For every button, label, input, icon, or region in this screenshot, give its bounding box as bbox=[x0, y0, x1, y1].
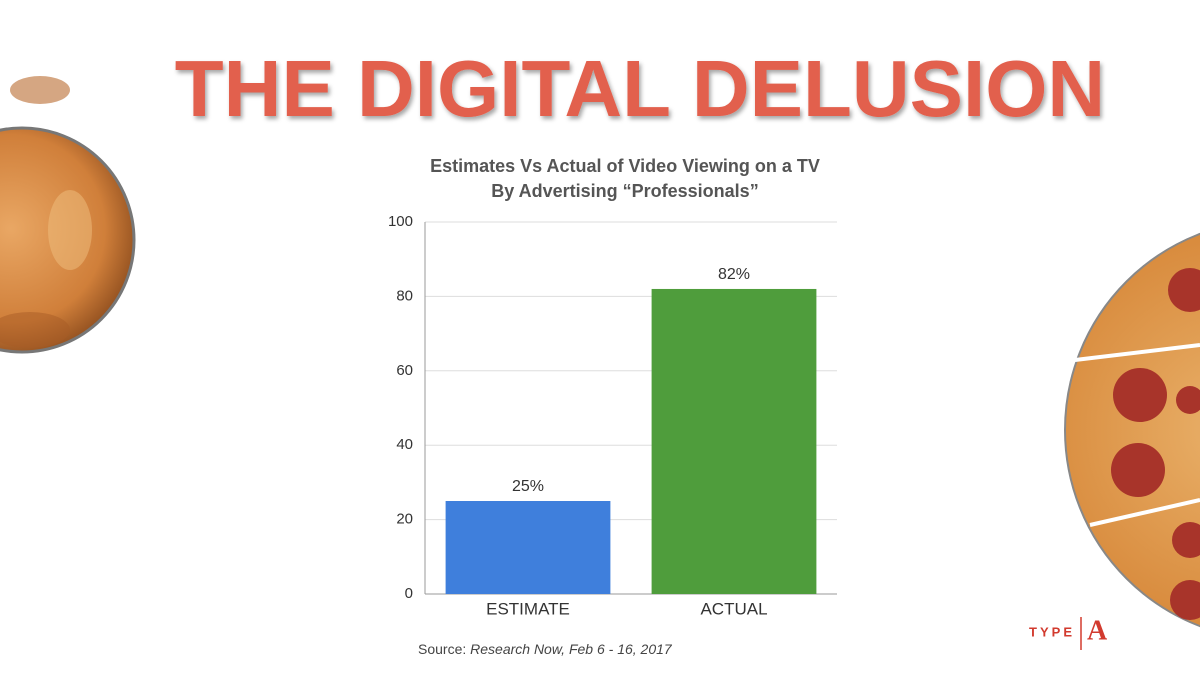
y-tick-label: 60 bbox=[396, 362, 413, 379]
source-label: Source: bbox=[418, 641, 466, 657]
plot: 0 20 40 60 80 100 ESTIMATE 25% ACTUAL 82% bbox=[388, 213, 837, 618]
bar bbox=[651, 288, 817, 594]
x-tick-label: ESTIMATE bbox=[486, 599, 570, 618]
chart-title: Estimates Vs Actual of Video Viewing on … bbox=[430, 156, 820, 176]
planet-decoration bbox=[0, 76, 136, 354]
value-label: 82% bbox=[718, 266, 750, 283]
headline: THE DIGITAL DELUSION bbox=[175, 44, 1105, 133]
y-tick-label: 80 bbox=[396, 287, 413, 304]
x-tick-label: ACTUAL bbox=[700, 599, 767, 618]
bar bbox=[445, 501, 611, 594]
logo-letter: A bbox=[1087, 615, 1108, 646]
chart-title: By Advertising “Professionals” bbox=[491, 181, 758, 201]
source-text: Research Now, Feb 6 - 16, 2017 bbox=[470, 641, 673, 657]
y-tick-label: 0 bbox=[405, 585, 413, 602]
logo: TYPE A bbox=[1029, 615, 1108, 650]
y-tick-label: 20 bbox=[396, 511, 413, 528]
y-tick-label: 40 bbox=[396, 436, 413, 453]
logo-text: TYPE bbox=[1029, 624, 1075, 639]
y-tick-label: 100 bbox=[388, 213, 413, 230]
source: Source: Research Now, Feb 6 - 16, 2017 bbox=[418, 641, 673, 657]
pizza-decoration bbox=[1064, 232, 1200, 628]
value-label: 25% bbox=[512, 478, 544, 495]
